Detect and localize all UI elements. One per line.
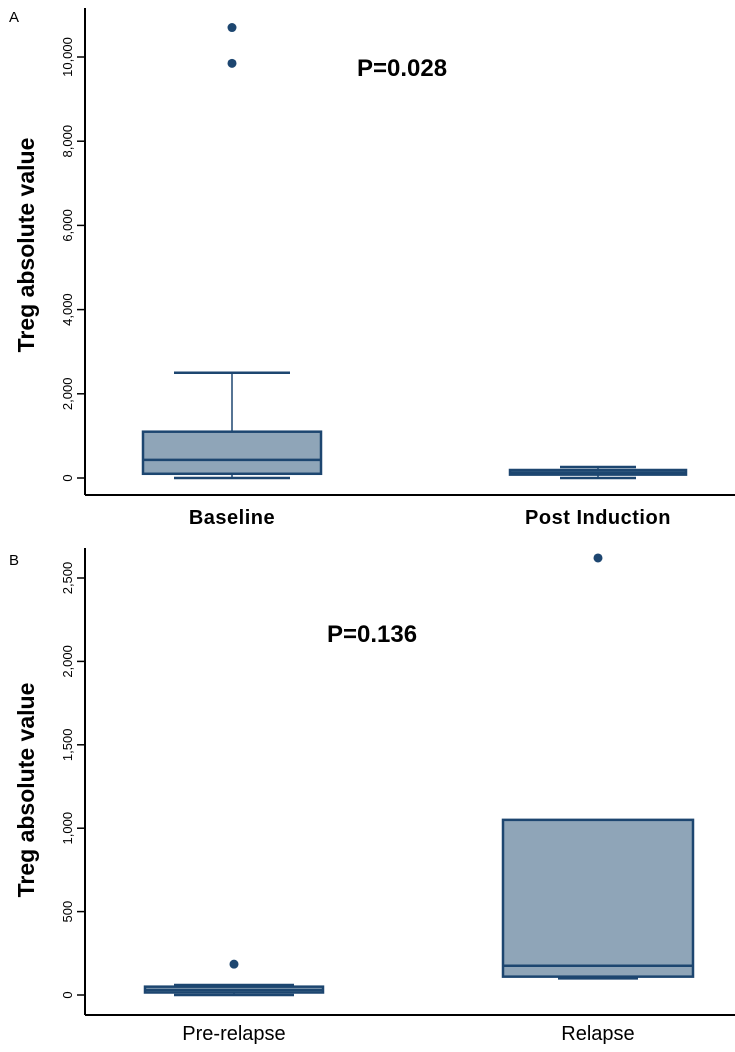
outlier-point (227, 23, 237, 33)
x-category-label: Post Induction (525, 507, 671, 529)
panel-label: B (9, 552, 19, 569)
y-axis-title: Treg absolute value (13, 683, 39, 898)
p-value-annotation: P=0.136 (327, 621, 417, 648)
y-tick-label: 6,000 (60, 209, 75, 242)
panel-label: A (9, 9, 19, 26)
box-1 (508, 465, 688, 480)
y-tick-label: 500 (60, 901, 75, 923)
y-tick-label: 2,000 (60, 645, 75, 678)
panel-b: B 0 500 1,000 1,500 2,000 2,500 Treg absolute v… (9, 548, 735, 1045)
y-tick-label: 2,500 (60, 562, 75, 595)
box-0 (141, 23, 323, 480)
y-tick-label: 0 (60, 474, 75, 481)
y-tick-label: 10,000 (60, 37, 75, 77)
y-tick-label: 8,000 (60, 125, 75, 158)
panel-a: A 0 2,000 4,000 6,000 8,000 10,000 Treg absolut… (9, 8, 735, 529)
iqr-box (141, 430, 323, 476)
outlier-point (593, 553, 603, 563)
x-category-label: Pre-relapse (182, 1023, 285, 1045)
outlier-point (227, 58, 237, 68)
y-tick-label: 4,000 (60, 293, 75, 326)
y-axis-title: Treg absolute value (13, 138, 39, 353)
y-tick-label: 1,000 (60, 812, 75, 845)
p-value-annotation: P=0.028 (357, 55, 447, 82)
box-1 (501, 553, 695, 980)
y-tick-label: 0 (60, 991, 75, 998)
y-tick-label: 1,500 (60, 729, 75, 762)
x-category-label: Relapse (561, 1023, 634, 1045)
x-category-label: Baseline (189, 507, 275, 529)
outlier-point (229, 959, 239, 969)
iqr-box (501, 818, 695, 978)
y-tick-label: 2,000 (60, 378, 75, 411)
box-0 (143, 959, 325, 997)
